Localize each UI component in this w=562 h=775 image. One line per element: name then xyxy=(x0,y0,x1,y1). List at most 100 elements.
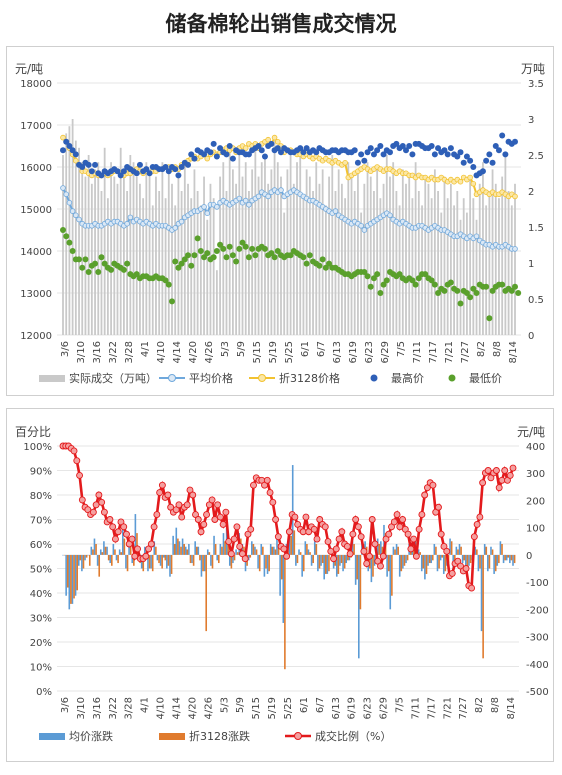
x-axis-tick-label: 4/20 xyxy=(187,697,198,719)
legend-label: 最高价 xyxy=(391,371,424,385)
deal-ratio-point xyxy=(123,530,130,538)
volume-bar xyxy=(62,155,64,335)
high-price-point xyxy=(374,147,381,154)
low-price-point xyxy=(133,271,140,278)
avg-change-bar xyxy=(216,554,218,561)
legend-swatch xyxy=(39,733,65,740)
avg-change-bar xyxy=(77,554,80,566)
discount-change-bar xyxy=(501,544,503,555)
discount-change-bar xyxy=(469,554,472,564)
deal-ratio-point xyxy=(280,545,288,553)
x-axis-tick-label: 8/14 xyxy=(508,341,519,363)
avg-change-bar xyxy=(181,538,184,555)
average-price xyxy=(60,185,518,252)
avg-change-bar xyxy=(153,541,156,555)
discount-change-bar xyxy=(148,554,151,569)
discount-change-bar xyxy=(111,554,113,566)
high-price-point xyxy=(512,138,518,145)
avg-change-bar xyxy=(241,544,244,555)
volume-bar xyxy=(350,176,353,335)
avg-change-bar xyxy=(93,538,96,555)
high-price-point xyxy=(380,151,387,158)
x-axis-tick-label: 7/27 xyxy=(458,697,469,719)
high-price-point xyxy=(261,153,268,160)
discount-change-bar xyxy=(227,538,230,555)
x-axis-tick-label: 6/13 xyxy=(331,697,342,719)
left-axis-tick-label: 16000 xyxy=(20,163,52,174)
high-price xyxy=(60,132,518,179)
discount-change-bar xyxy=(73,554,75,599)
low-price-point xyxy=(383,277,390,284)
discount-change-bar xyxy=(356,554,359,580)
discount-change-bar xyxy=(205,554,208,632)
avg-change-bar xyxy=(436,554,439,572)
high-price-point xyxy=(435,145,442,152)
low-price-point xyxy=(271,254,278,261)
low-price-point xyxy=(181,256,188,263)
discount-change-bar xyxy=(315,544,318,555)
volume-bar xyxy=(135,176,138,335)
x-axis-tick-label: 6/7 xyxy=(316,341,327,357)
volume-bar xyxy=(430,198,433,335)
avg-change-bar xyxy=(354,554,357,585)
high-price-point xyxy=(358,151,365,158)
avg-change-bar xyxy=(81,554,83,572)
x-axis-tick-label: 6/29 xyxy=(379,697,390,719)
avg-change-bar xyxy=(74,554,77,596)
high-price-point xyxy=(85,161,92,168)
volume-bar xyxy=(443,176,446,335)
left-axis-label: 元/吨 xyxy=(15,62,43,76)
deal-ratio-point xyxy=(92,501,100,509)
high-price-point xyxy=(470,164,477,170)
right-axis-tick-label: 1.5 xyxy=(528,223,544,234)
avg-change-bar xyxy=(169,554,171,577)
volume-bar xyxy=(305,169,308,335)
right-axis-tick-label: 3.5 xyxy=(528,79,544,90)
discount-change-bar xyxy=(457,549,459,555)
low-price-point xyxy=(428,277,435,284)
discount-change-bar xyxy=(277,544,280,555)
deal-ratio-point xyxy=(164,491,172,499)
discount-price-point xyxy=(204,155,211,162)
discount-change-bar xyxy=(95,544,97,555)
high-price-point xyxy=(441,147,448,154)
discount-change-bar xyxy=(265,554,267,569)
avg-change-bar xyxy=(282,554,285,623)
discount-change-bar xyxy=(236,552,239,555)
low-price-point xyxy=(287,252,294,259)
low-price-point xyxy=(374,271,381,278)
avg-change-bar xyxy=(103,541,105,555)
avg-change-bar xyxy=(493,554,495,574)
volume-bar xyxy=(103,147,106,335)
average-price-point xyxy=(361,227,368,233)
legend-marker xyxy=(294,732,302,740)
high-price-point xyxy=(226,143,233,149)
discount-change-bar xyxy=(498,554,500,564)
discount-change-bar xyxy=(104,546,107,555)
discount-change-bar xyxy=(340,554,343,564)
discount-change-bar xyxy=(262,546,264,555)
low-price-point xyxy=(486,315,493,322)
left-axis-label: 百分比 xyxy=(15,425,51,439)
volume-bar xyxy=(84,176,87,335)
low-price-point xyxy=(467,294,474,301)
low-price-point xyxy=(175,264,182,271)
deal-ratio-point xyxy=(501,467,509,474)
high-price-point xyxy=(79,164,86,170)
low-price-point xyxy=(172,258,179,265)
x-axis-tick-label: 3/28 xyxy=(124,341,135,363)
volume-bar xyxy=(427,183,430,335)
low-price-point xyxy=(515,290,522,296)
discount-change-bar xyxy=(177,538,179,555)
deal-ratio-point xyxy=(399,516,407,523)
deal-ratio-point xyxy=(443,547,451,555)
avg-change-bar xyxy=(222,533,225,555)
low-price-point xyxy=(454,287,461,294)
discount-change-bar xyxy=(491,549,494,555)
deal-ratio-point xyxy=(435,503,442,511)
avg-change-bar xyxy=(310,554,313,566)
x-axis-tick-label: 3/10 xyxy=(76,341,87,363)
average-price-point xyxy=(214,204,220,210)
average-price-point xyxy=(204,210,211,217)
deal-ratio-point xyxy=(78,496,86,504)
